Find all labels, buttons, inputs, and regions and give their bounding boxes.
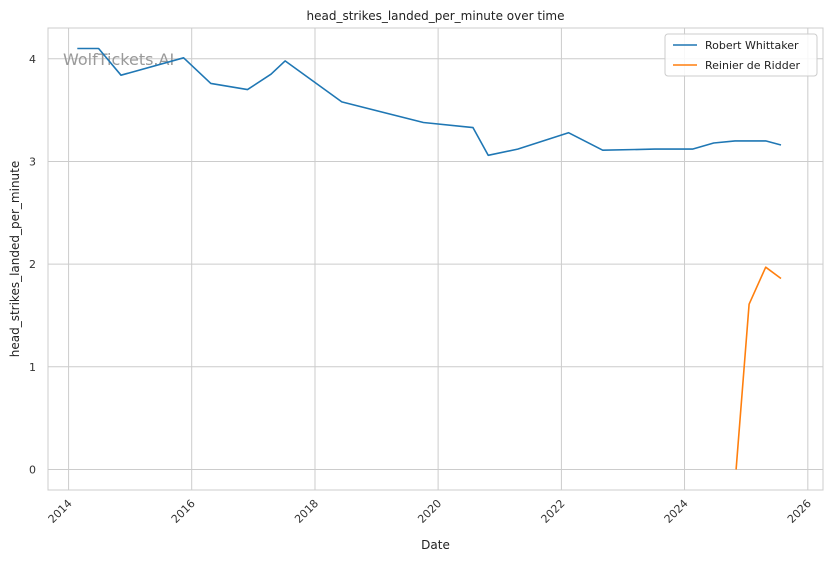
y-tick-label: 2	[29, 258, 36, 271]
y-tick-label: 3	[29, 155, 36, 168]
series-line-reinier-de-ridder	[735, 266, 782, 470]
y-axis-title: head_strikes_landed_per_minute	[8, 161, 22, 358]
y-tick-label: 0	[29, 463, 36, 476]
legend: Robert Whittaker Reinier de Ridder	[664, 33, 818, 77]
watermark: WolfTickets.AI	[63, 50, 174, 69]
plot-frame	[47, 27, 824, 491]
y-tick-labels: 0 1 2 3 4	[29, 53, 36, 477]
legend-label: Reinier de Ridder	[705, 59, 800, 72]
series-layer	[77, 47, 782, 470]
legend-label: Robert Whittaker	[705, 39, 799, 52]
series-line-robert-whittaker	[77, 47, 782, 157]
x-axis-title: Date	[421, 538, 450, 552]
chart-title: head_strikes_landed_per_minute over time	[306, 9, 564, 23]
y-tick-label: 4	[29, 53, 36, 66]
y-tick-label: 1	[29, 361, 36, 374]
legend-box	[664, 33, 818, 77]
